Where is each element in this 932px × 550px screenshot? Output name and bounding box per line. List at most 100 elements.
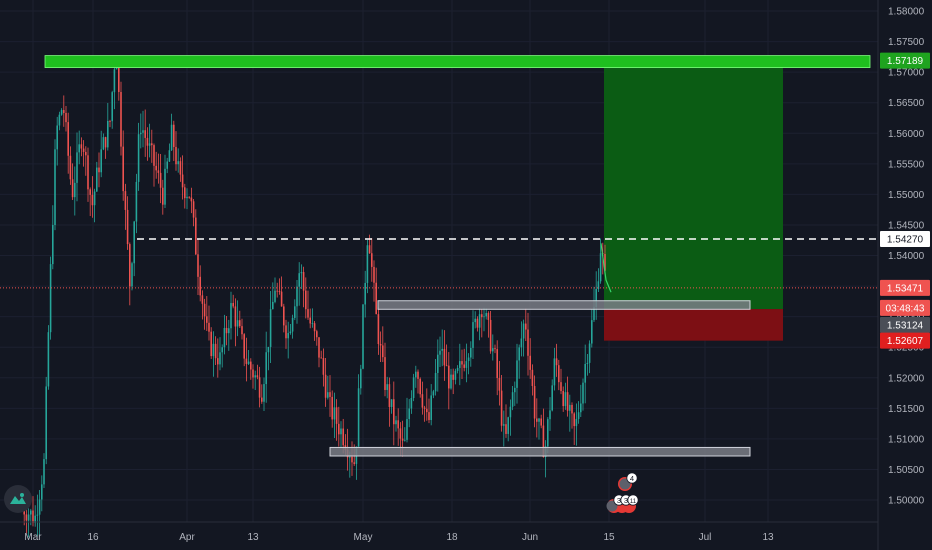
- candle-body: [234, 306, 237, 327]
- bar-countdown-tag: 03:48:43: [880, 299, 930, 316]
- candle-body: [71, 179, 74, 198]
- candle-body: [428, 412, 430, 420]
- candle-body: [230, 303, 232, 329]
- projection-arrow-icon[interactable]: [600, 243, 612, 293]
- candle-body: [553, 358, 556, 386]
- candle-body: [531, 369, 534, 387]
- price-tick-label: 1.54000: [888, 251, 925, 262]
- drawing-overlays[interactable]: [0, 55, 878, 457]
- candle-body: [472, 322, 474, 348]
- dashed-level-price-tag-text: 1.54270: [887, 234, 924, 245]
- candle-body: [109, 121, 111, 122]
- candle-body: [399, 428, 402, 439]
- candle-body: [96, 167, 98, 192]
- lower-support-box[interactable]: [329, 446, 751, 457]
- candle-body: [291, 317, 294, 332]
- candle-body: [298, 273, 300, 287]
- candle-body: [360, 368, 362, 389]
- candle-body: [206, 316, 208, 323]
- candle-body: [560, 382, 562, 392]
- candle-body: [228, 328, 230, 334]
- candle-body: [159, 172, 162, 188]
- tradingview-logo-icon[interactable]: [4, 485, 32, 513]
- candle-body: [184, 187, 186, 199]
- candle-body: [410, 398, 413, 409]
- candle-body: [357, 388, 360, 447]
- candle-body: [445, 365, 448, 367]
- candle-body: [65, 112, 67, 123]
- candle-body: [261, 397, 263, 402]
- candle-body: [164, 168, 166, 205]
- candle-body: [102, 137, 105, 150]
- time-tick-label: 18: [446, 532, 458, 543]
- candle-body: [289, 331, 292, 334]
- candle-body: [133, 221, 135, 264]
- candle-body: [263, 384, 265, 402]
- candle-body: [379, 344, 382, 346]
- candle-body: [333, 407, 336, 420]
- event-count-label: 3: [617, 496, 621, 505]
- candle-body: [450, 374, 452, 389]
- event-count-bubble[interactable]: [627, 494, 639, 506]
- candle-body: [329, 392, 331, 397]
- upper-support-box[interactable]: [377, 300, 751, 310]
- candle-body: [364, 282, 366, 305]
- candle-body: [120, 92, 122, 147]
- candle-body: [276, 290, 278, 292]
- candle-body: [280, 291, 283, 307]
- time-axis[interactable]: Mar 16 Apr 13 May 18 Jun 15 Jul 13: [24, 532, 774, 543]
- candle-body: [459, 361, 461, 368]
- candle-body: [373, 266, 375, 283]
- candle-body: [210, 331, 212, 357]
- time-tick-label: 13: [247, 532, 259, 543]
- candle-body: [452, 374, 454, 380]
- candle-body: [190, 197, 193, 202]
- candle-body: [481, 314, 483, 318]
- candle-body: [496, 349, 498, 378]
- candle-body: [320, 357, 322, 359]
- candle-body: [476, 318, 479, 328]
- candle-body: [309, 317, 311, 324]
- candle-body: [351, 456, 353, 463]
- candle-body: [423, 407, 426, 409]
- candle-body: [426, 408, 428, 413]
- candle-body: [518, 347, 520, 361]
- candle-body: [386, 384, 388, 390]
- candle-body: [168, 150, 171, 162]
- candle-body: [434, 372, 437, 392]
- candle-body: [529, 355, 531, 370]
- candle-body: [58, 114, 61, 126]
- candle-body: [214, 343, 217, 359]
- candle-body: [419, 378, 421, 395]
- candle-body: [78, 144, 80, 153]
- candle-body: [588, 343, 591, 363]
- candle-body: [272, 301, 274, 310]
- candle-body: [342, 428, 344, 446]
- candle-body: [509, 406, 512, 418]
- candle-body: [93, 191, 96, 206]
- candle-body: [300, 272, 303, 274]
- candle-body: [366, 245, 369, 283]
- candle-body: [192, 201, 195, 218]
- candle-body: [580, 403, 582, 413]
- candle-body: [236, 320, 239, 327]
- time-tick-label: Jul: [699, 532, 712, 543]
- candle-body: [137, 134, 140, 182]
- candle-body: [43, 459, 45, 485]
- candle-body: [520, 338, 523, 348]
- candle-body: [98, 167, 100, 173]
- time-tick-label: Mar: [24, 532, 42, 543]
- candle-body: [274, 290, 276, 302]
- resistance-zone[interactable]: [44, 55, 871, 68]
- candle-body: [562, 391, 564, 407]
- candle-body: [390, 399, 393, 407]
- candle-body: [131, 263, 133, 287]
- candle-body: [126, 209, 129, 245]
- event-badges[interactable]: 43 3 11: [606, 472, 639, 513]
- candle-body: [514, 387, 516, 393]
- event-count-bubble[interactable]: [626, 472, 638, 484]
- candle-body: [489, 319, 492, 352]
- candle-body: [223, 327, 226, 348]
- candle-body: [166, 161, 168, 169]
